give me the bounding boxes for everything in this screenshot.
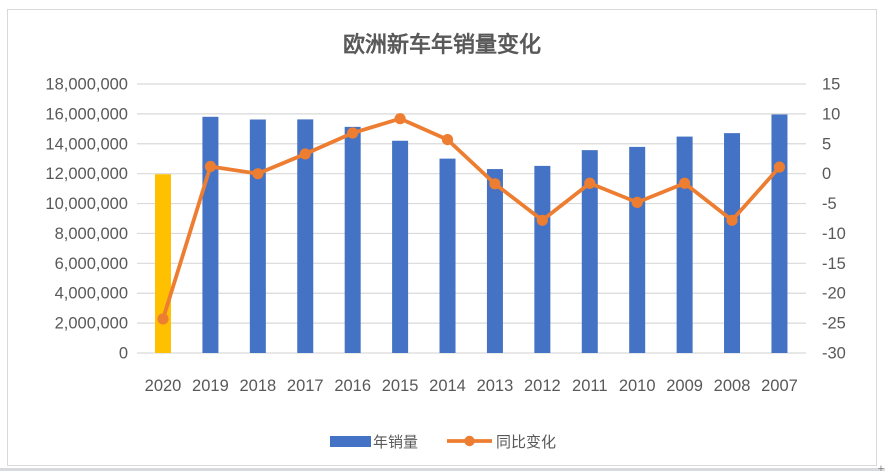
yoy-point-2015 [394,113,406,125]
x-axis-label-2014: 2014 [429,377,466,395]
sales-bar-2012 [534,165,551,353]
left-axis-tick-label: 8,000,000 [55,225,128,243]
yoy-point-2007 [773,161,786,173]
left-axis-tick-label: 14,000,000 [45,135,128,153]
sales-bar-2007 [771,114,788,354]
left-axis-tick-label: 4,000,000 [55,285,128,303]
x-axis-label-2015: 2015 [382,377,419,395]
yoy-point-2008 [726,214,738,226]
x-axis-label-2009: 2009 [666,377,703,395]
yoy-point-2010 [631,196,643,208]
chart-title: 欧洲新车年销量变化 [343,32,541,57]
yoy-line-series [157,113,786,325]
yoy-point-2009 [679,177,691,189]
right-axis-tick-label: -10 [822,225,846,243]
right-axis-tick-label: -15 [822,255,846,273]
right-axis-tick-label: 0 [822,165,831,183]
sales-bar-2016 [344,126,361,353]
left-axis-tick-label: 12,000,000 [45,165,128,183]
x-axis-label-2008: 2008 [714,377,751,395]
left-axis-tick-label: 6,000,000 [55,255,128,273]
x-axis-label-2019: 2019 [192,377,229,395]
legend-swatch-bar [330,436,371,447]
x-axis-label-2020: 2020 [145,377,182,395]
x-axis-label-2017: 2017 [287,377,324,395]
right-axis-tick-label: -20 [822,285,846,303]
right-axis-tick-label: -25 [822,315,846,333]
right-axis-tick-label: -30 [822,345,846,363]
sales-bar-2020 [155,174,171,353]
sales-bar-2019 [202,116,219,354]
yoy-point-2014 [441,133,454,146]
right-axis-tick-label: 15 [822,76,840,94]
yoy-line [161,116,782,321]
resize-handle-mark: + [877,463,885,475]
left-axis-tick-label: 0 [119,345,128,363]
legend-label-yoy: 同比变化 [496,434,556,451]
sales-bar-2015 [392,140,409,353]
x-axis: 2020 2019 2018 2017 2016 2015 2014 2013 2012 2011… [145,377,798,395]
yoy-point-2019 [204,160,217,173]
sales-bar-2008 [724,133,741,353]
sales-bar-2018 [249,119,266,354]
bottom-divider [0,468,885,471]
yoy-point-2017 [299,148,311,160]
x-axis-label-2012: 2012 [524,377,561,395]
legend: 年销量 同比变化 [330,434,556,451]
right-axis: 15 10 5 0 -5 -10 -15 -20 -25 -30 [822,76,846,363]
x-axis-label-2010: 2010 [619,377,656,395]
yoy-point-2016 [347,127,359,139]
yoy-point-2013 [489,178,501,190]
yoy-point-2012 [536,214,548,226]
gridlines [137,83,806,354]
sales-bar-2014 [439,158,456,353]
yoy-point-2020 [157,313,169,325]
sales-bar-2011 [581,150,598,353]
legend-label-sales: 年销量 [373,434,418,451]
sales-bar-2013 [486,169,503,353]
x-axis-label-2013: 2013 [477,377,514,395]
x-axis-label-2018: 2018 [239,377,276,395]
x-axis-label-2007: 2007 [761,377,798,395]
right-axis-tick-label: 5 [822,135,831,153]
left-axis-tick-label: 16,000,000 [45,105,128,123]
x-axis-label-2016: 2016 [334,377,371,395]
sales-bar-2017 [297,119,314,353]
yoy-point-2018 [252,168,264,180]
right-axis-tick-label: 10 [822,105,840,123]
right-axis-tick-label: -5 [822,195,837,213]
left-axis-tick-label: 2,000,000 [55,315,128,333]
left-axis: 18,000,000 16,000,000 14,000,000 12,000,000… [45,76,128,363]
sales-bar-2009 [676,136,693,353]
sales-bar-2010 [629,146,646,353]
yoy-point-2011 [584,177,596,189]
x-axis-label-2011: 2011 [572,377,607,395]
left-axis-tick-label: 10,000,000 [45,195,128,213]
left-axis-tick-label: 18,000,000 [45,76,128,94]
legend-dot-marker [464,435,475,447]
